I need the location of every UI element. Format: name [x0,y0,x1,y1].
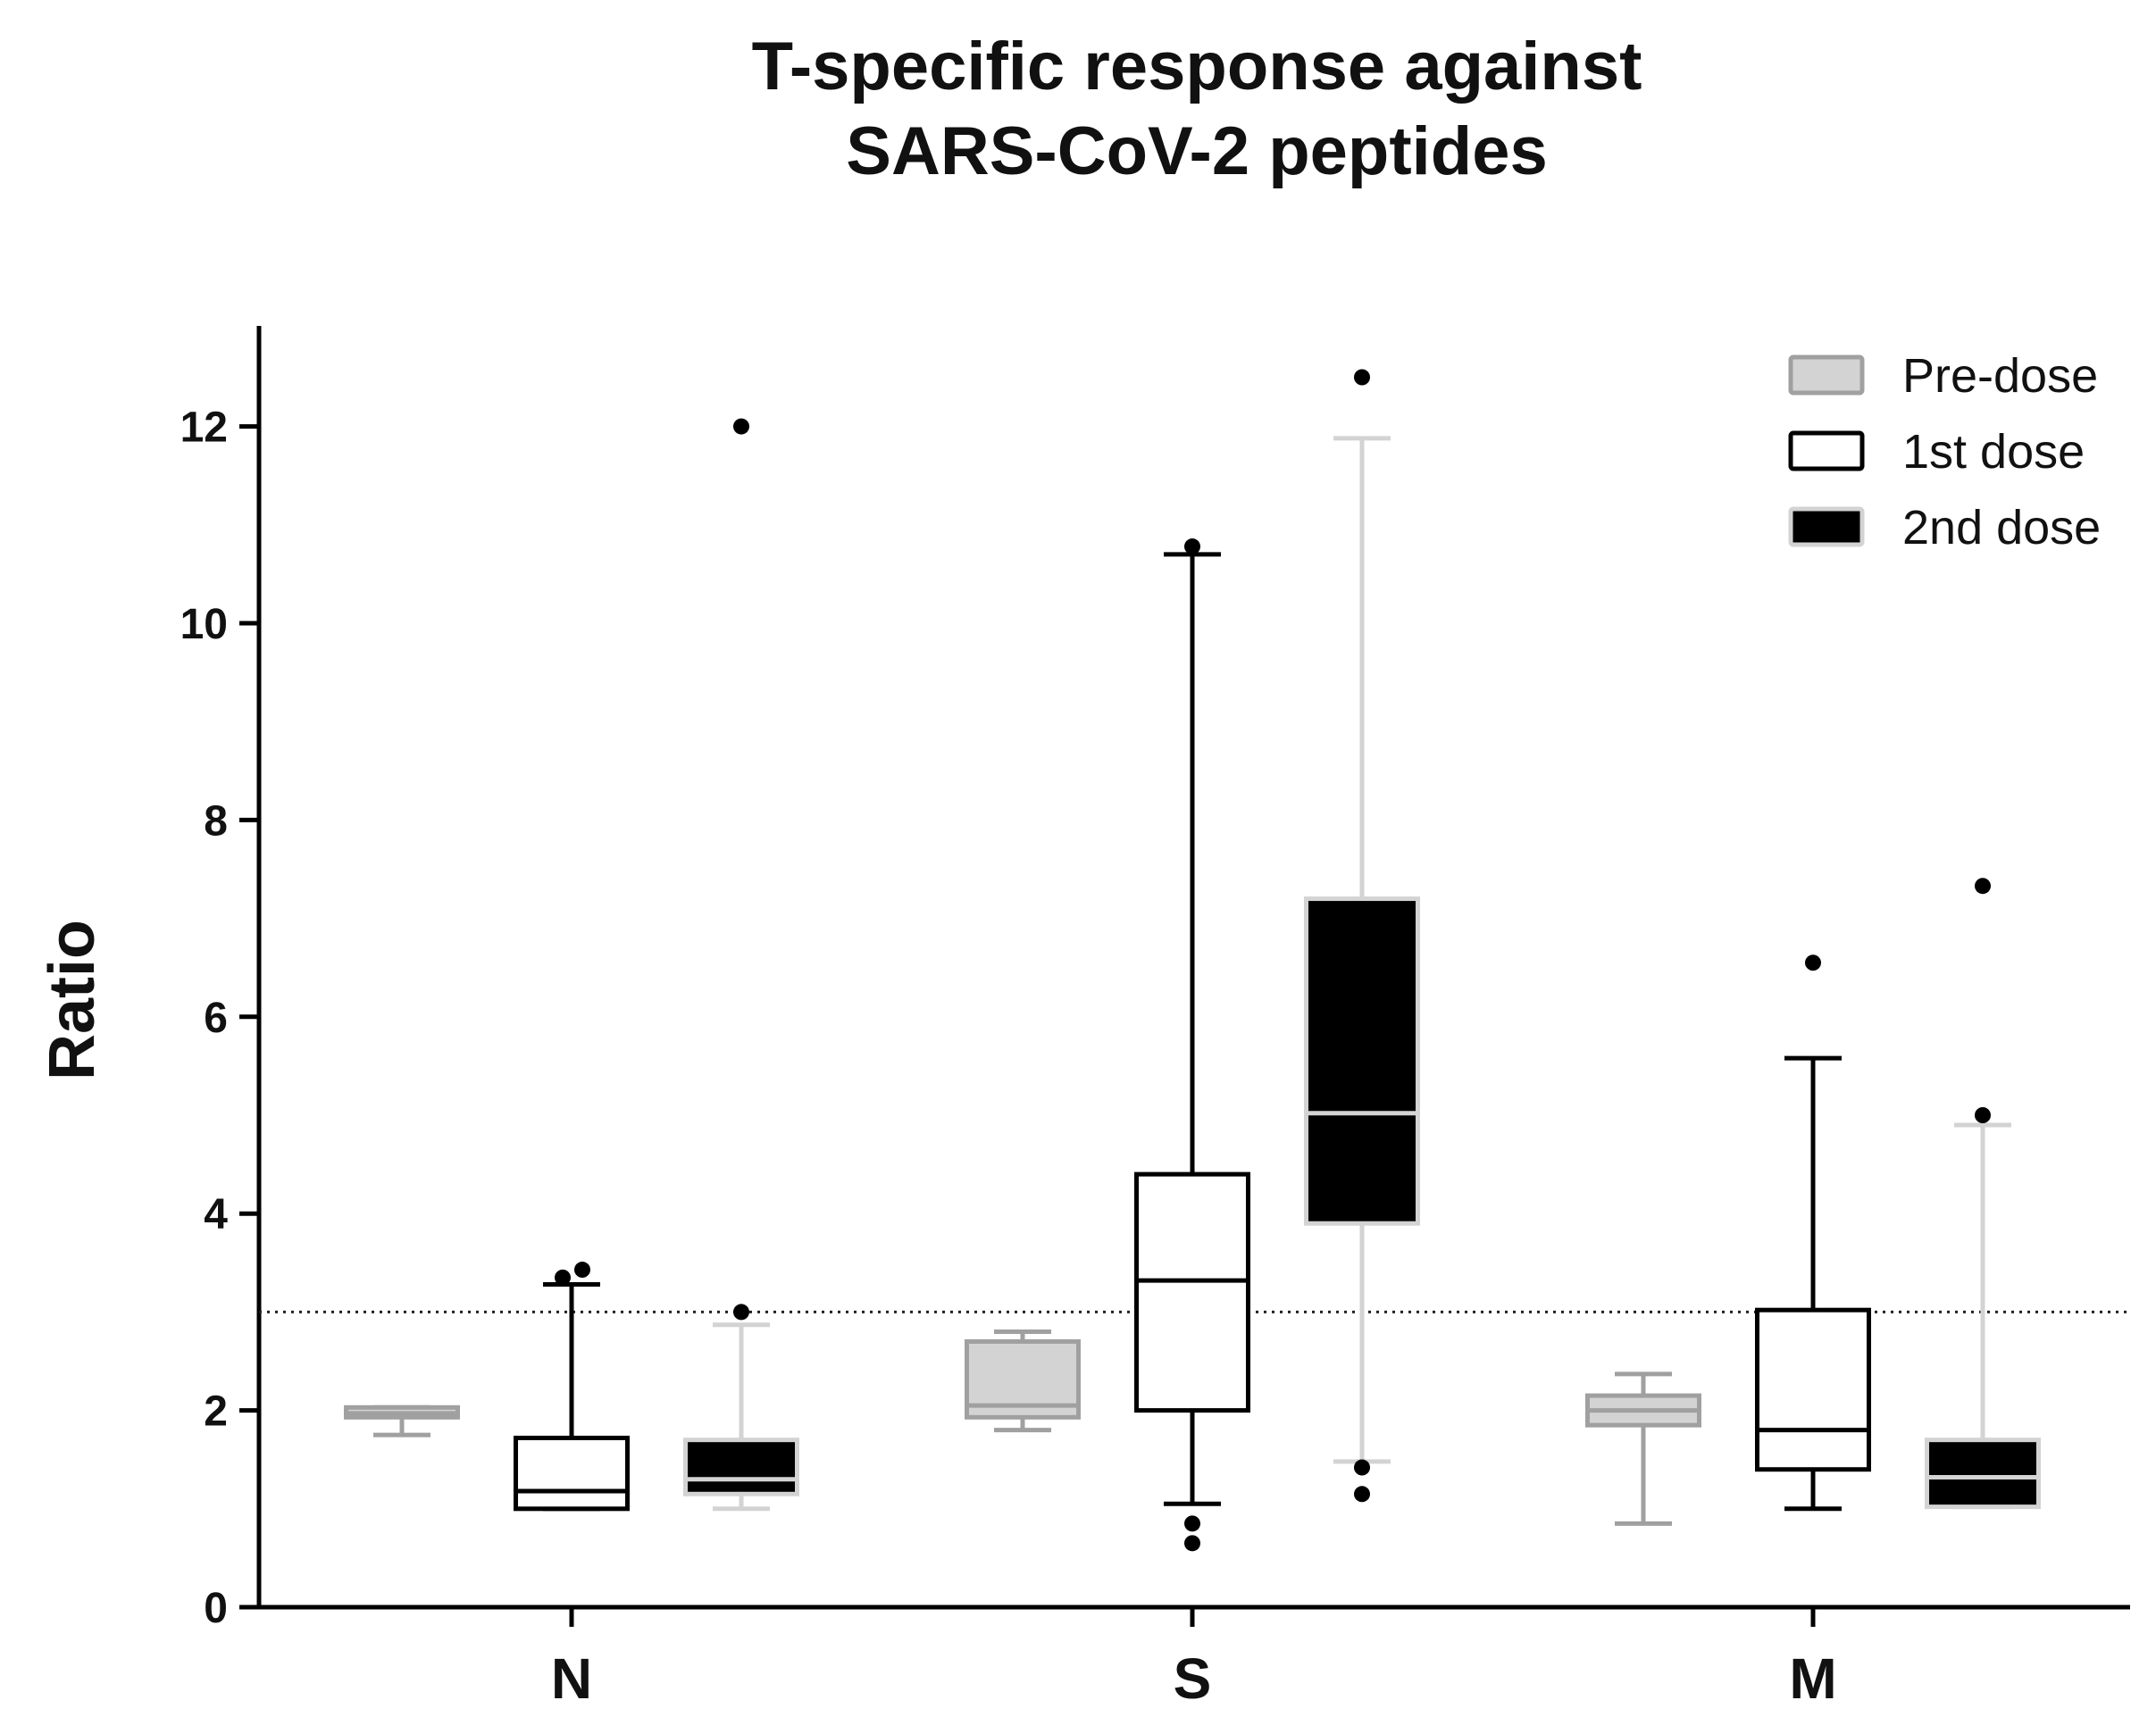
chart-title-line-2: SARS-CoV-2 peptides [846,113,1547,189]
box-body [1755,1307,1871,1472]
outlier-point [574,1262,590,1279]
legend-swatch [1788,354,1865,396]
box-1st-dose-n [514,1262,630,1512]
x-tick-label: N [551,1646,592,1711]
box-body [1925,1438,2041,1510]
y-axis-title: Ratio [37,920,108,1080]
x-tick-label: S [1174,1646,1212,1711]
box-1st-dose-s [1134,538,1250,1552]
box-body [514,1435,630,1512]
y-tick-label: 0 [204,1585,228,1632]
legend: Pre-dose 1st dose 2nd dose [1788,349,2101,554]
box-body [683,1438,799,1496]
y-tick-label: 4 [204,1191,228,1238]
y-tick-label: 10 [180,601,228,648]
box-2nd-dose-n [683,418,799,1512]
outlier-point [1805,954,1821,971]
outlier-point [555,1269,571,1286]
outlier-point [1184,538,1200,555]
legend-label: 2nd dose [1902,501,2101,554]
y-tick-label: 6 [204,995,228,1042]
legend-swatch [1788,506,1865,547]
outlier-point [1184,1535,1200,1552]
legend-label: Pre-dose [1902,349,2098,403]
y-tick-label: 12 [180,404,228,452]
outlier-point [1975,878,1991,895]
x-tick-label: M [1789,1646,1836,1711]
y-tick-label: 2 [204,1388,228,1436]
outlier-point [1184,1515,1200,1532]
chart-title-line-1: T-specific response against [752,29,1642,104]
box-body [1134,1171,1250,1413]
box-body [1304,896,1420,1226]
box-pre-dose-s [965,1329,1081,1433]
outlier-point [1975,1107,1991,1123]
box-2nd-dose-m [1925,878,2041,1510]
y-tick-label: 8 [204,797,228,845]
outlier-point [733,1304,749,1321]
outlier-point [733,418,749,435]
box-1st-dose-m [1755,954,1871,1512]
box-pre-dose-m [1585,1371,1701,1526]
outlier-point [1354,1459,1370,1476]
legend-swatch [1788,430,1865,471]
outlier-point [1354,369,1370,386]
plot-area: 0 2 4 6 8 10 12 N S M [180,326,2130,1711]
box-pre-dose-n [344,1404,460,1438]
outlier-point [1354,1486,1370,1503]
legend-label: 1st dose [1902,425,2085,479]
box-2nd-dose-s [1304,369,1420,1503]
